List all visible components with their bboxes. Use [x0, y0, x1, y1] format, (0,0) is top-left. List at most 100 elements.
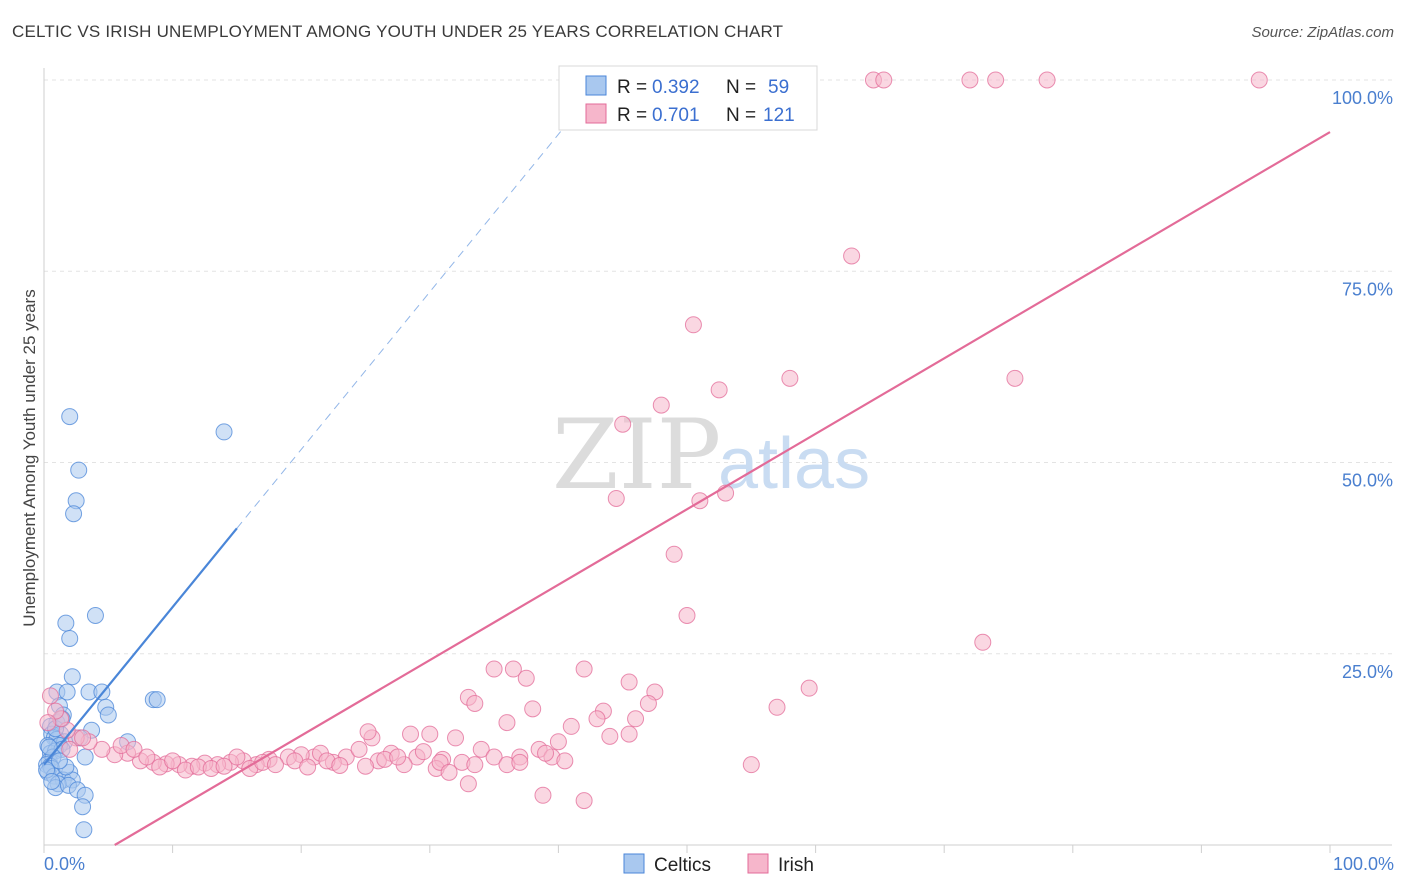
point-irish-116	[556, 752, 574, 770]
point-irish-7	[987, 71, 1005, 89]
point-irish-16	[614, 415, 632, 433]
point-irish-33	[524, 700, 542, 718]
trend-line-celtics	[43, 527, 238, 766]
point-irish-28	[800, 679, 818, 697]
legend-n-value-celtics: 59	[768, 77, 789, 98]
point-irish-6	[961, 71, 979, 89]
point-irish-95	[215, 757, 233, 775]
point-irish-31	[466, 694, 484, 712]
y-tick-label-1: 50.0%	[1342, 471, 1393, 491]
legend-n-label-celtics: N =	[726, 77, 756, 98]
point-irish-118	[742, 756, 760, 774]
point-celtics-8	[63, 668, 81, 686]
legend-r-value-irish: 0.701	[652, 105, 700, 126]
point-irish-38	[562, 717, 580, 735]
point-irish-47	[485, 748, 503, 766]
legend-r-value-celtics: 0.392	[652, 77, 700, 98]
point-celtics-1	[215, 423, 233, 441]
point-celtics-5	[86, 607, 104, 624]
point-irish-23	[485, 660, 503, 678]
point-irish-89	[138, 748, 156, 766]
point-irish-32	[639, 694, 657, 712]
point-irish-114	[534, 786, 552, 804]
stats-legend: R = 0.392 N = 59 R = 0.701 N = 121	[558, 65, 818, 131]
point-irish-83	[41, 687, 59, 705]
y-tick-labels: 25.0% 50.0% 75.0% 100.0%	[1332, 88, 1393, 682]
trend-line-irish	[114, 131, 1331, 846]
y-tick-label-2: 75.0%	[1342, 279, 1393, 299]
point-celtics-14	[148, 691, 166, 709]
point-irish-14	[1006, 369, 1024, 387]
point-irish-41	[421, 725, 439, 743]
point-irish-22	[974, 633, 992, 651]
legend-r-label-celtics: R =	[617, 77, 647, 98]
point-celtics-10	[58, 683, 76, 701]
y-tick-label-3: 100.0%	[1332, 88, 1393, 108]
point-irish-45	[472, 740, 490, 758]
point-irish-119	[601, 727, 619, 745]
point-irish-121	[359, 723, 377, 741]
point-celtics-0	[61, 408, 79, 426]
trend-extension-celtics	[236, 86, 598, 529]
point-irish-120	[627, 710, 645, 728]
point-irish-42	[447, 729, 465, 747]
point-irish-91	[164, 752, 182, 770]
point-irish-96	[228, 748, 246, 766]
point-celtics-57	[43, 773, 61, 791]
point-irish-8	[1038, 71, 1056, 89]
bottom-legend-label-celtics: Celtics	[654, 855, 711, 876]
bottom-legend-label-irish: Irish	[778, 855, 814, 876]
point-irish-34	[768, 698, 786, 716]
point-irish-12	[710, 381, 728, 399]
point-celtics-7	[61, 629, 79, 647]
point-celtics-35	[76, 748, 94, 766]
point-irish-99	[266, 756, 284, 774]
bottom-legend-swatch-celtics	[623, 853, 645, 874]
watermark-zip: ZIP	[552, 399, 721, 511]
point-irish-104	[350, 740, 368, 758]
point-celtics-49	[74, 798, 92, 816]
point-irish-88	[125, 740, 143, 758]
point-irish-18	[607, 489, 625, 507]
point-irish-115	[537, 744, 555, 762]
point-irish-108	[414, 743, 432, 761]
point-irish-26	[517, 669, 535, 687]
grid-lines	[44, 79, 1392, 655]
chart-title: CELTIC VS IRISH UNEMPLOYMENT AMONG YOUTH…	[12, 22, 784, 41]
legend-n-value-irish: 121	[763, 105, 795, 126]
point-irish-40	[402, 725, 420, 743]
y-tick-label-0: 25.0%	[1342, 662, 1393, 682]
data-points	[38, 71, 1268, 839]
point-irish-37	[498, 714, 516, 732]
point-irish-84	[39, 714, 57, 732]
x-axis-ticks	[43, 845, 1331, 853]
trend-lines	[43, 86, 1331, 846]
point-irish-101	[299, 758, 317, 776]
legend-swatch-celtics	[585, 75, 607, 96]
point-irish-11	[684, 316, 702, 334]
point-irish-39	[620, 725, 638, 743]
point-irish-113	[511, 753, 529, 771]
point-irish-15	[652, 396, 670, 414]
source-label: Source: ZipAtlas.com	[1251, 24, 1394, 41]
point-irish-13	[781, 369, 799, 387]
point-irish-36	[588, 710, 606, 728]
point-celtics-50	[75, 821, 93, 839]
y-axis-label: Unemployment Among Youth under 25 years	[20, 289, 39, 626]
x-tick-label-min: 0.0%	[44, 854, 85, 874]
point-irish-10	[843, 247, 861, 265]
point-irish-27	[620, 673, 638, 691]
point-irish-58	[466, 756, 484, 774]
point-irish-25	[575, 660, 593, 678]
point-irish-105	[357, 757, 374, 775]
point-irish-103	[331, 756, 349, 774]
point-irish-117	[575, 792, 593, 810]
point-irish-85	[61, 740, 79, 758]
watermark-atlas: atlas	[718, 424, 870, 504]
legend-r-label-irish: R =	[617, 105, 647, 126]
point-irish-111	[459, 775, 477, 793]
point-celtics-2	[70, 461, 88, 479]
point-irish-9	[1250, 71, 1268, 89]
point-irish-77	[93, 740, 111, 758]
